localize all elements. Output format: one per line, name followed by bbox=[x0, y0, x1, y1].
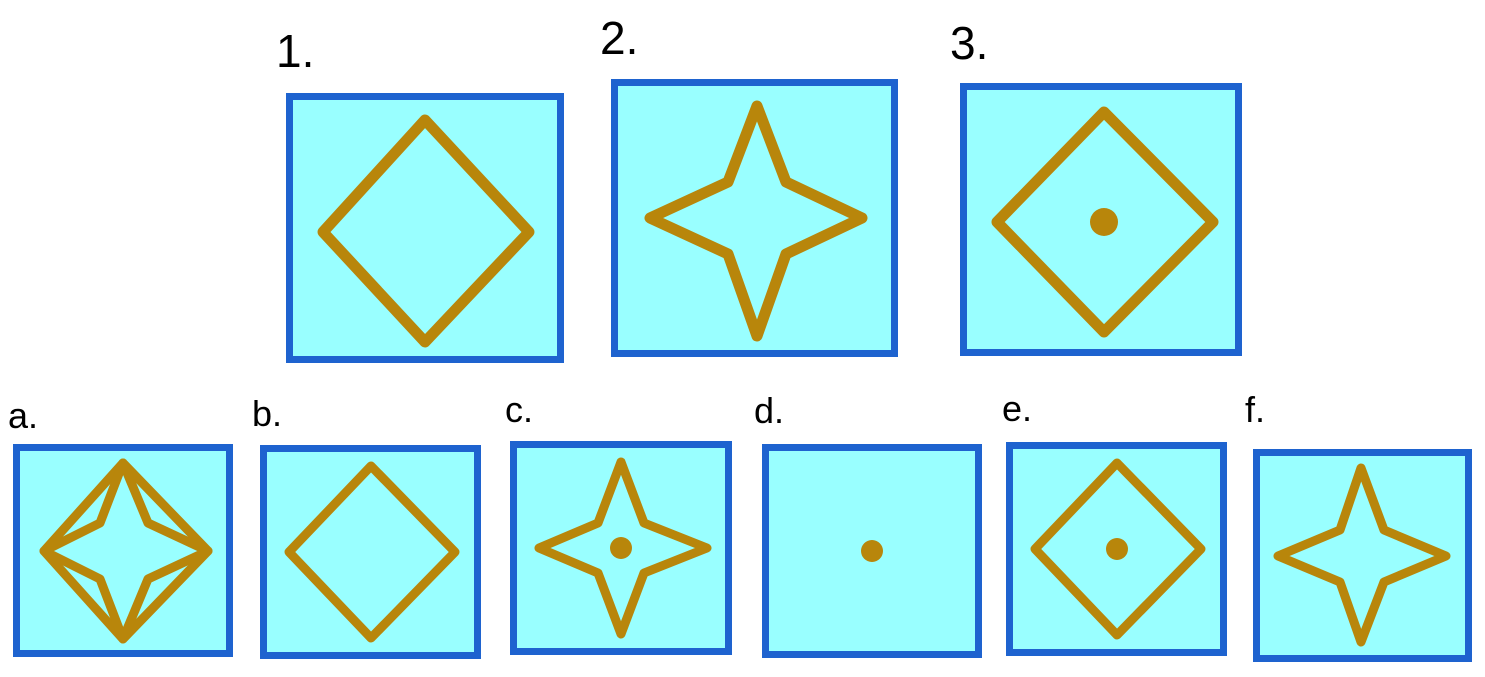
question-1-label: 1. bbox=[276, 25, 315, 77]
option-c-label: c. bbox=[505, 389, 534, 430]
center-dot-icon bbox=[861, 540, 883, 562]
center-dot-icon bbox=[610, 537, 632, 559]
four-point-star-with-center-dot-icon bbox=[534, 457, 712, 639]
center-dot-icon bbox=[1090, 208, 1118, 236]
question-3-label: 3. bbox=[950, 17, 989, 69]
option-b-label: b. bbox=[252, 393, 283, 434]
option-e-tile[interactable] bbox=[1006, 442, 1227, 656]
question-3-tile bbox=[960, 83, 1242, 356]
center-dot-icon bbox=[1106, 538, 1128, 560]
option-d-label: d. bbox=[754, 390, 785, 431]
option-f-tile[interactable] bbox=[1253, 449, 1472, 662]
question-1-tile bbox=[286, 93, 564, 363]
diamond-with-center-dot-icon bbox=[991, 106, 1219, 338]
question-2-tile bbox=[611, 79, 898, 357]
option-a-tile[interactable] bbox=[13, 444, 233, 657]
option-e-label: e. bbox=[1002, 388, 1033, 429]
four-point-star-icon bbox=[644, 100, 868, 342]
option-f-label: f. bbox=[1245, 389, 1266, 430]
option-c-tile[interactable] bbox=[510, 441, 732, 655]
diamond-icon bbox=[317, 114, 535, 348]
diamond-icon bbox=[284, 461, 460, 643]
diamond-with-center-dot-icon bbox=[1030, 458, 1206, 640]
option-a-label: a. bbox=[8, 395, 39, 436]
diamond-overlapping-star-icon bbox=[39, 458, 213, 644]
question-2-label: 2. bbox=[600, 12, 639, 64]
four-point-star-icon bbox=[1273, 463, 1451, 647]
option-d-tile[interactable] bbox=[762, 444, 982, 658]
option-b-tile[interactable] bbox=[260, 445, 481, 659]
